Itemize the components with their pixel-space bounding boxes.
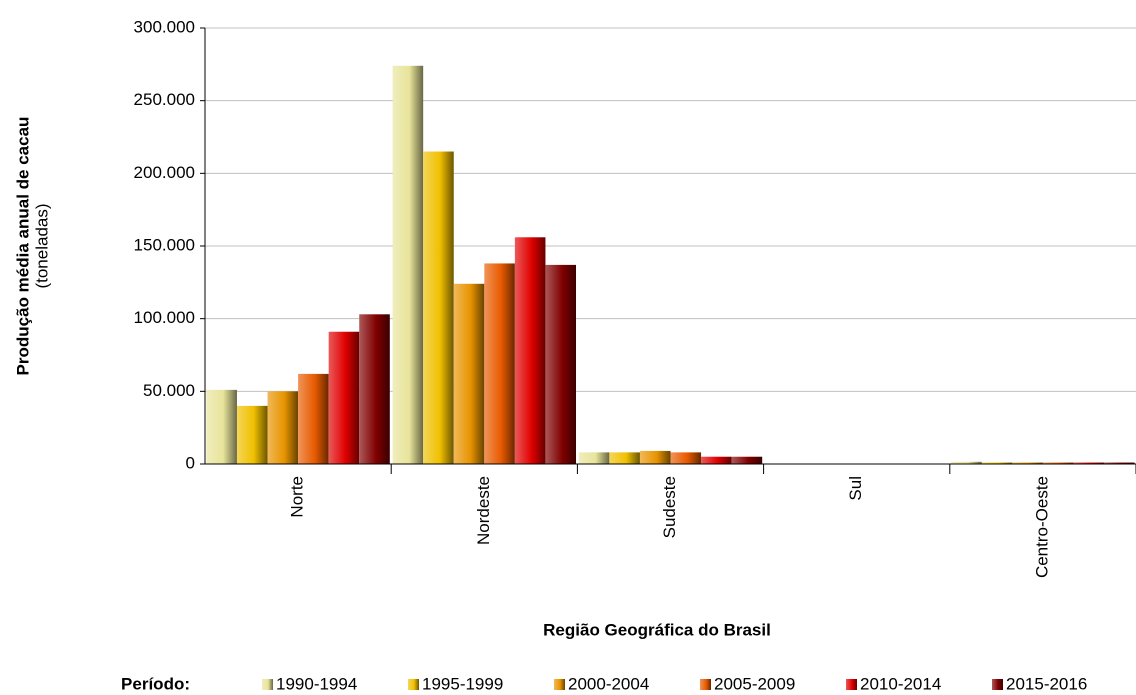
y-tick-label: 300.000 (134, 17, 195, 36)
bar (701, 456, 732, 464)
y-tick-label: 50.000 (143, 381, 195, 400)
legend-label: 1990-1994 (276, 674, 357, 693)
bar (1042, 462, 1074, 464)
legend-swatch (700, 679, 711, 690)
x-tick-label: Nordeste (474, 476, 493, 545)
bar (298, 373, 329, 464)
y-tick-label: 200.000 (134, 163, 195, 182)
bar (328, 331, 360, 464)
x-label: Região Geográfica do Brasil (543, 620, 771, 639)
bar (1012, 462, 1043, 464)
y-axis-title: Produção média anual de cacau (toneladas… (13, 117, 51, 376)
y-label: Produção média anual de cacau (13, 117, 32, 376)
bar (670, 452, 702, 464)
legend-swatch (846, 679, 857, 690)
legend-label: 2005-2009 (714, 674, 795, 693)
y-tick-label: 100.000 (134, 308, 195, 327)
y-tick-label: 250.000 (134, 90, 195, 109)
x-tick-label: Norte (288, 476, 307, 518)
bar (578, 452, 610, 464)
legend-title: Período: (121, 674, 190, 693)
legend-label: 2010-2014 (860, 674, 941, 693)
bar (359, 314, 390, 464)
bar (609, 452, 640, 464)
bar (1104, 462, 1135, 464)
bar (514, 237, 546, 464)
bar (545, 264, 577, 464)
legend-swatch (992, 679, 1003, 690)
bar (206, 389, 237, 464)
bar (423, 151, 454, 465)
y-sublabel: (toneladas) (32, 203, 51, 288)
x-tick-label: Centro-Oeste (1032, 476, 1051, 578)
legend-label: 1995-1999 (422, 674, 503, 693)
y-tick-label: 150.000 (134, 235, 195, 254)
bar (951, 461, 982, 464)
bar (981, 462, 1013, 464)
bar (236, 405, 268, 464)
legend-label: 2000-2004 (568, 674, 649, 693)
bar (639, 450, 671, 464)
legend-label: 2015-2016 (1006, 674, 1087, 693)
bar (392, 65, 424, 464)
y-tick-label: 0 (186, 453, 195, 472)
x-tick-label: Sudeste (660, 476, 679, 538)
bar (731, 456, 763, 464)
x-tick-label: Sul (846, 476, 865, 501)
bar (1073, 462, 1105, 464)
legend-swatch (554, 679, 565, 690)
bar (267, 391, 299, 464)
bar (453, 283, 485, 464)
legend-swatch (262, 679, 273, 690)
bar (484, 263, 515, 464)
legend-swatch (408, 679, 419, 690)
